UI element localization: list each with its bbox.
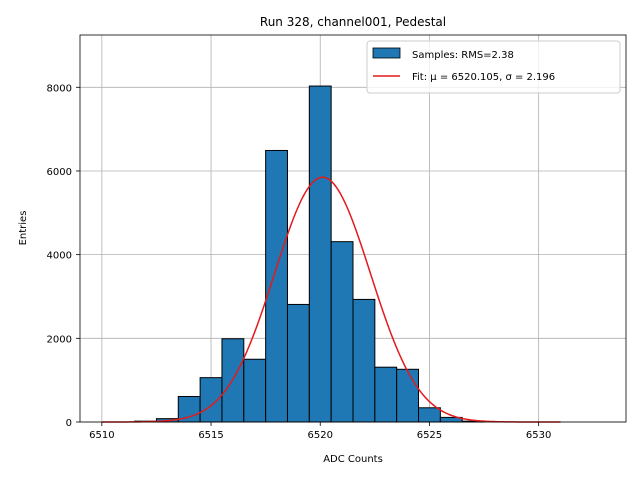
fit-curve: [101, 176, 561, 423]
y-tick-label: 2000: [47, 334, 72, 345]
x-tick-label: 6530: [526, 430, 551, 441]
x-axis-ticks: 6510 6515 6520 6525 6530: [89, 422, 551, 441]
y-axis-label: Entries: [18, 211, 29, 246]
histogram-bars: [134, 85, 485, 423]
y-tick-label: 4000: [47, 251, 72, 262]
histogram-bar: [286, 303, 310, 423]
histogram-bar: [352, 298, 376, 423]
chart-title: Run 328, channel001, Pedestal: [260, 15, 446, 29]
y-axis-ticks: 0 2000 4000 6000 8000: [47, 83, 80, 429]
histogram-bar: [330, 241, 354, 423]
x-axis-label: ADC Counts: [323, 454, 383, 465]
histogram-bar: [308, 85, 332, 423]
x-tick-label: 6525: [417, 430, 442, 441]
legend-samples-label: Samples: RMS=2.38: [412, 50, 514, 61]
histogram-bar: [199, 377, 223, 423]
y-tick-label: 0: [66, 418, 72, 429]
legend: Samples: RMS=2.38 Fit: μ = 6520.105, σ =…: [366, 40, 621, 94]
y-tick-label: 8000: [47, 83, 72, 94]
histogram-bar: [418, 407, 441, 423]
legend-samples-patch: [372, 47, 401, 59]
x-tick-label: 6510: [89, 430, 114, 441]
legend-fit-label: Fit: μ = 6520.105, σ = 2.196: [412, 72, 555, 83]
y-tick-label: 6000: [47, 167, 72, 178]
plot-frame: [79, 34, 627, 423]
histogram-bar: [265, 149, 288, 423]
legend-box: [366, 40, 621, 94]
histogram-bar: [374, 366, 398, 423]
x-tick-label: 6520: [308, 430, 333, 441]
x-tick-label: 6515: [198, 430, 223, 441]
histogram-bar: [396, 368, 420, 423]
histogram-bar: [243, 358, 267, 423]
